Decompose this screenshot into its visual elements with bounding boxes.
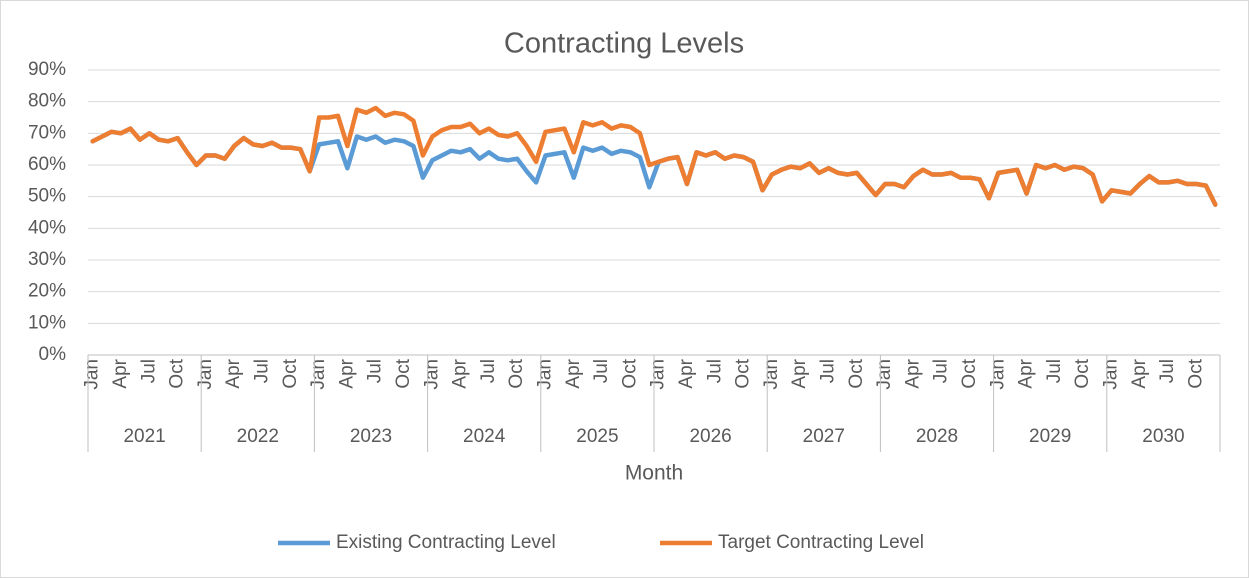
x-tick-label: Jul [591,359,612,383]
x-tick-label: Jan [874,359,895,390]
year-label: 2025 [576,426,618,447]
chart-title: Contracting Levels [504,28,744,60]
y-tick-label: 80% [28,91,66,112]
x-tick-label: Apr [110,358,131,388]
y-tick-label: 0% [39,344,67,365]
x-axis-title: Month [625,462,683,485]
year-label: 2029 [1029,426,1071,447]
x-tick-label: Oct [733,358,754,388]
x-tick-label: Jul [138,359,159,383]
y-tick-label: 10% [28,312,66,333]
x-tick-label: Jan [308,359,329,390]
year-label: 2030 [1142,426,1184,447]
x-tick-label: Jan [535,359,556,390]
x-tick-label: Apr [563,358,584,388]
x-tick-label: Jan [987,359,1008,390]
year-label: 2026 [689,426,731,447]
x-tick-label: Apr [450,358,471,388]
y-tick-label: 20% [28,281,66,302]
x-tick-label: Jan [1101,359,1122,390]
x-tick-label: Jul [931,359,952,383]
x-tick-label: Oct [1185,358,1206,388]
y-tick-label: 90% [28,59,66,80]
x-tick-label: Apr [1129,358,1150,388]
x-tick-label: Oct [393,358,414,388]
y-tick-label: 40% [28,217,66,238]
year-label: 2023 [350,426,392,447]
series-line [90,105,1218,207]
x-tick-label: Apr [1016,358,1037,388]
y-tick-label: 30% [28,249,66,270]
x-tick-label: Jan [195,359,216,390]
x-tick-label: Oct [506,358,527,388]
x-tick-label: Apr [902,358,923,388]
x-tick-label: Jul [252,359,273,383]
y-tick-label: 70% [28,122,66,143]
x-tick-label: Oct [1072,358,1093,388]
year-label: 2024 [463,426,506,447]
x-tick-label: Oct [280,358,301,388]
x-tick-label: Jan [82,359,103,390]
y-tick-label: 50% [28,186,66,207]
x-tick-label: Jul [818,359,839,383]
legend-label: Existing Contracting Level [336,532,556,553]
x-tick-label: Jul [1157,359,1178,383]
x-tick-label: Oct [846,358,867,388]
x-tick-label: Oct [619,358,640,388]
year-label: 2022 [237,426,279,447]
legend-label: Target Contracting Level [718,532,924,553]
x-tick-label: Jul [1044,359,1065,383]
x-tick-label: Jul [478,359,499,383]
x-tick-label: Apr [336,358,357,388]
year-label: 2028 [916,426,958,447]
x-tick-label: Oct [167,358,188,388]
x-tick-label: Apr [789,358,810,388]
x-tick-label: Jan [421,359,442,390]
y-tick-label: 60% [28,154,66,175]
x-tick-label: Apr [676,358,697,388]
x-tick-label: Jul [704,359,725,383]
x-tick-label: Apr [223,358,244,388]
x-tick-label: Jan [761,359,782,390]
x-tick-label: Oct [959,358,980,388]
x-tick-label: Jan [648,359,669,390]
year-label: 2027 [803,426,845,447]
x-tick-label: Jul [365,359,386,383]
year-label: 2021 [123,426,165,447]
